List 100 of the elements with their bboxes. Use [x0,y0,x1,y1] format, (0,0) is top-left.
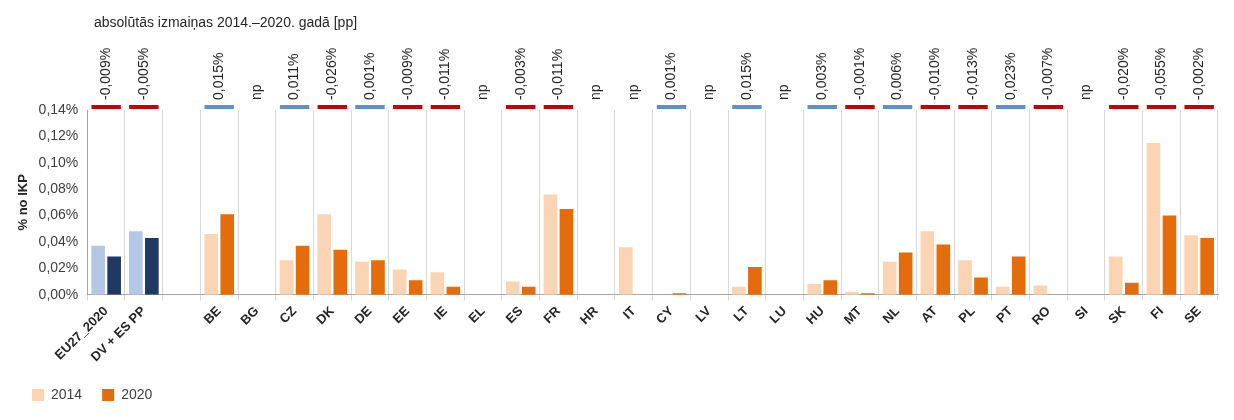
y-tick-label: 0,12% [38,127,79,144]
bar [1146,142,1161,295]
text: 0,006% [888,52,905,100]
x-tick-label: SK [1105,302,1129,327]
x-tick-label: HR [576,302,602,328]
bar [107,256,121,295]
y-tick-label: 0,14% [38,100,79,117]
x-tick-label: DE [351,302,375,327]
text: np [775,84,792,100]
text: np [624,84,641,100]
y-axis-title: % no IKP [15,173,31,231]
text: np [247,84,264,100]
text: 0,001% [662,52,679,100]
bar [430,272,445,295]
bar [807,284,822,295]
bar [936,244,951,295]
x-tick-label: BE [200,302,225,327]
bar [898,252,913,295]
text: -0,010% [926,47,943,100]
bar [995,286,1010,295]
text: 0,015% [210,52,227,100]
bar [295,245,310,295]
legend-label: 2020 [121,385,153,402]
bar [823,280,838,295]
x-tick-label: DK [313,302,338,328]
bar [521,286,536,295]
bar [129,231,143,295]
bar [145,237,159,295]
bar [279,260,294,295]
legend-label: 2014 [51,385,83,402]
chart-title: absolūtās izmaiņas 2014.–2020. gadā [pp] [94,13,358,30]
x-tick-label: HU [803,303,827,328]
text: -0,005% [134,47,151,100]
bar [220,214,235,295]
y-tick-label: 0,10% [38,153,79,170]
text: -0,002% [1190,47,1207,100]
bar [1200,237,1214,295]
bar [408,280,423,295]
bar [371,260,385,295]
bar [974,277,988,295]
text: 0,015% [737,52,754,100]
bar [882,261,897,295]
x-tick-label: EE [389,302,413,327]
bar [1124,282,1139,295]
text: np [586,84,603,100]
text: 0,011% [285,53,302,100]
bar [1108,256,1123,295]
x-tick-label: ES [502,302,526,327]
text: -0,009% [398,47,415,100]
text: -0,020% [1114,47,1131,100]
text: -0,009% [97,47,113,100]
text: -0,026% [323,47,340,100]
bar [559,208,574,295]
bar [505,281,520,295]
bar [355,261,369,295]
x-tick-label: BG [237,303,262,328]
text: 0,001% [360,52,377,100]
bar [1033,285,1048,295]
x-tick-label: PL [955,303,978,326]
x-tick-label: LV [692,302,715,325]
bar [333,249,348,295]
text: np [1076,84,1093,100]
x-tick-label: CY [652,302,677,327]
text: -0,007% [1039,47,1056,100]
bar [1184,235,1198,295]
text: -0,011% [436,48,453,100]
y-tick-label: 0,02% [38,259,79,276]
y-tick-label: 0,06% [38,206,79,223]
text: np [700,84,717,100]
bar [204,233,219,295]
x-tick-label: RO [1028,303,1054,328]
x-tick-label: FR [540,302,564,327]
x-tick-label: SE [1180,302,1205,327]
x-tick-label: MT [840,303,865,328]
y-tick-label: 0,08% [38,179,79,196]
bar [618,247,633,295]
x-tick-label: IT [619,303,639,322]
text: 0,023% [1001,52,1018,100]
text: np [473,84,490,100]
x-tick-label: LU [766,303,790,327]
bar [920,231,935,295]
x-tick-label: IE [430,302,451,323]
text: 0,003% [813,52,830,100]
bar [1162,215,1177,295]
y-tick-label: 0,04% [38,232,79,249]
bar [1011,256,1026,295]
x-tick-label: NL [879,303,903,327]
bar [732,286,746,295]
x-tick-label: LT [730,303,752,325]
text: -0,055% [1152,47,1169,100]
text: -0,001% [850,47,867,100]
bar [91,245,105,295]
text: -0,011% [549,48,566,100]
x-tick-label: PT [992,303,1016,326]
bar [392,269,407,295]
x-tick-label: AT [917,303,941,326]
x-tick-label: CZ [276,303,300,327]
bar [748,266,762,295]
text: -0,013% [963,47,980,100]
x-tick-label: SI [1071,303,1091,323]
